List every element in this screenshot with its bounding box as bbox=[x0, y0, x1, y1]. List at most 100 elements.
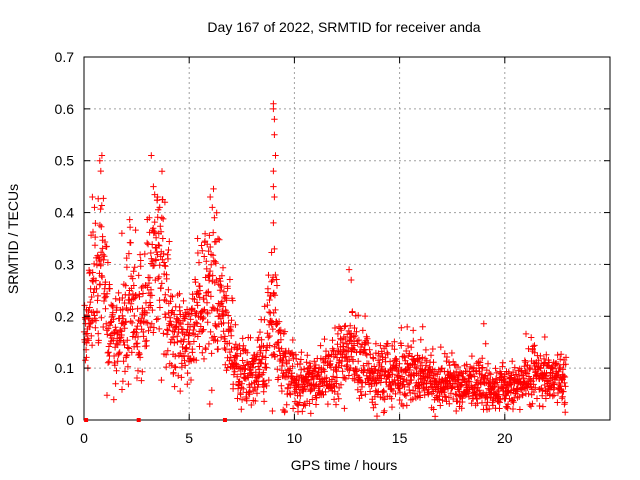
data-point bbox=[479, 364, 486, 371]
data-point bbox=[110, 396, 117, 403]
data-point bbox=[146, 274, 154, 281]
data-point bbox=[432, 370, 440, 377]
data-point bbox=[137, 263, 144, 270]
data-point bbox=[559, 393, 566, 400]
data-point bbox=[181, 357, 188, 364]
data-point bbox=[144, 319, 151, 327]
data-point bbox=[402, 369, 410, 376]
data-point bbox=[176, 307, 183, 314]
data-point bbox=[163, 331, 171, 338]
data-point bbox=[261, 316, 268, 323]
data-point bbox=[143, 239, 151, 247]
data-point bbox=[219, 264, 227, 271]
data-point bbox=[396, 389, 404, 396]
data-point bbox=[212, 260, 220, 267]
data-point bbox=[247, 334, 254, 341]
data-point bbox=[124, 363, 132, 370]
data-point bbox=[88, 318, 96, 326]
data-point bbox=[308, 386, 316, 393]
data-point bbox=[516, 393, 523, 400]
data-point bbox=[194, 320, 201, 327]
data-point bbox=[284, 384, 291, 391]
data-point bbox=[95, 337, 102, 344]
data-point bbox=[357, 388, 364, 395]
data-point bbox=[265, 308, 273, 316]
data-point bbox=[194, 235, 201, 242]
data-point bbox=[103, 392, 111, 399]
data-point bbox=[305, 364, 313, 371]
data-point bbox=[468, 400, 475, 407]
data-point bbox=[139, 290, 147, 297]
data-point bbox=[351, 324, 358, 332]
data-point bbox=[306, 400, 313, 407]
data-point bbox=[151, 218, 158, 226]
data-point bbox=[203, 265, 210, 273]
data-point bbox=[533, 395, 541, 402]
data-point bbox=[561, 373, 569, 381]
data-point bbox=[103, 320, 110, 327]
data-point bbox=[347, 322, 354, 329]
data-point bbox=[509, 358, 516, 365]
data-point bbox=[208, 261, 215, 268]
data-point bbox=[245, 389, 252, 396]
data-point bbox=[541, 381, 548, 389]
data-point bbox=[249, 372, 256, 379]
data-point bbox=[211, 214, 218, 221]
data-point bbox=[289, 363, 296, 370]
data-point bbox=[216, 301, 223, 309]
data-point bbox=[133, 374, 141, 382]
data-point bbox=[448, 349, 456, 357]
data-point bbox=[169, 293, 176, 300]
data-point bbox=[446, 362, 453, 369]
data-point bbox=[228, 345, 235, 353]
data-point bbox=[228, 332, 235, 339]
data-point bbox=[293, 400, 301, 407]
data-point bbox=[408, 376, 415, 384]
data-point bbox=[207, 328, 214, 336]
data-point bbox=[100, 297, 108, 305]
data-point bbox=[275, 318, 283, 325]
data-point bbox=[206, 232, 213, 239]
data-point bbox=[201, 253, 208, 260]
data-point bbox=[376, 359, 383, 367]
data-point bbox=[416, 394, 424, 401]
data-point bbox=[437, 343, 444, 351]
data-point bbox=[119, 306, 126, 313]
data-point bbox=[245, 374, 252, 381]
data-point bbox=[159, 235, 166, 242]
data-point bbox=[401, 383, 408, 391]
data-point bbox=[375, 388, 382, 395]
data-point bbox=[252, 397, 259, 405]
data-point bbox=[303, 359, 310, 366]
data-point bbox=[531, 360, 539, 367]
data-point bbox=[372, 340, 380, 347]
data-point bbox=[134, 322, 141, 330]
data-point bbox=[107, 340, 114, 347]
data-point bbox=[145, 327, 152, 334]
data-point bbox=[278, 382, 285, 389]
data-point bbox=[101, 238, 109, 246]
data-point bbox=[453, 407, 460, 415]
data-point bbox=[142, 319, 150, 326]
data-point bbox=[494, 379, 501, 386]
data-point bbox=[521, 357, 528, 364]
data-point bbox=[200, 295, 208, 303]
data-point bbox=[354, 340, 361, 347]
data-point bbox=[415, 372, 422, 379]
data-point bbox=[148, 152, 155, 159]
data-point bbox=[446, 400, 453, 407]
data-point bbox=[200, 355, 208, 363]
data-point bbox=[136, 293, 143, 300]
data-point bbox=[277, 336, 285, 343]
data-point bbox=[256, 328, 264, 336]
data-point bbox=[389, 342, 396, 350]
data-point bbox=[244, 349, 251, 356]
data-point bbox=[118, 230, 126, 237]
data-point bbox=[429, 345, 436, 353]
data-point bbox=[473, 395, 480, 402]
axis-ticks bbox=[83, 56, 610, 421]
data-point bbox=[384, 340, 391, 347]
data-point bbox=[95, 330, 102, 337]
data-point bbox=[456, 368, 464, 376]
